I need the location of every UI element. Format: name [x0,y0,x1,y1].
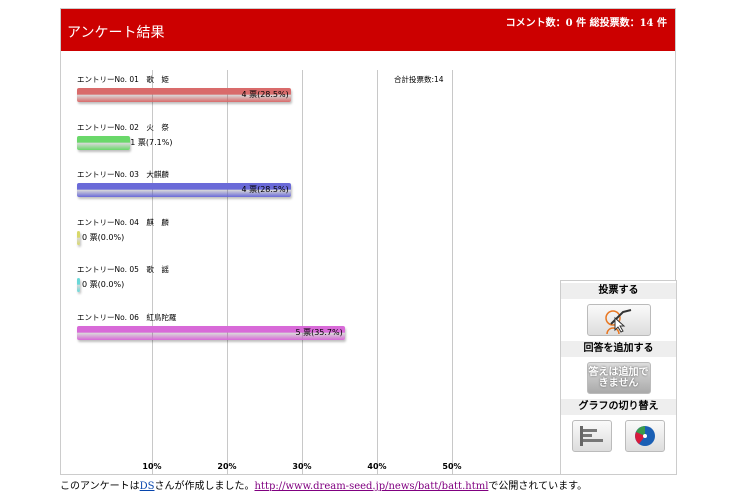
result-bar [77,135,131,150]
value-label: 4 票(28.5%) [241,90,289,99]
x-tick-label: 30% [292,462,312,471]
vote-heading: 投票する [561,283,676,299]
value-label: 0 票(0.0%) [82,280,125,289]
entry-label: エントリーNo. 02 火 祭 [77,122,169,132]
header-bar: アンケート結果 コメント数：0 件 総投票数：14 件 [61,9,675,51]
value-label: 0 票(0.0%) [82,232,125,242]
entry-label: エントリーNo. 03 大麒麟 [77,170,169,179]
entry-label: エントリーNo. 01 歌 姫 [77,75,169,84]
gridline [302,70,303,475]
action-panel: 投票する 回答を追加する 答えは追加できません グラフの切り替え [560,280,677,475]
vote-button[interactable] [586,304,651,336]
add-answer-heading: 回答を追加する [561,341,676,357]
entry-label: エントリーNo. 04 麒 麟 [77,217,169,227]
x-tick-label: 50% [442,462,462,471]
value-label: 1 票(7.1%) [130,137,173,147]
author-link[interactable]: DS [139,481,155,492]
gridline [452,70,453,475]
result-bar [77,183,291,197]
footer-text: で公開されています。 [488,481,588,492]
gridline [152,70,153,475]
add-answer-button[interactable]: 答えは追加できません [586,362,651,394]
entry-label: エントリーNo. 06 紅鳥陀羅 [77,312,177,322]
total-votes: 合計投票数:14 [394,75,444,84]
poll-stats: コメント数：0 件 総投票数：14 件 [505,18,667,29]
footer-text: このアンケートは [60,481,140,492]
pie-graph-button[interactable] [625,420,666,452]
bar-graph-button[interactable] [571,420,612,452]
bar-chart-icon [579,426,603,446]
graph-switch-heading: グラフの切り替え [561,399,676,415]
page-title: アンケート結果 [67,25,165,41]
gridline [377,70,378,475]
poll-url-link[interactable]: http://www.dream-seed.jp/news/batt/batt.… [254,481,489,492]
entry-label: エントリーNo. 05 歌 謡 [77,265,169,274]
pie-chart-icon [635,426,656,446]
x-tick-label: 40% [367,462,387,471]
x-tick-label: 20% [217,462,237,471]
result-bar [77,230,80,245]
result-bar [77,278,80,292]
footer: このアンケートはDSさんが作成しました。http://www.dream-see… [60,477,587,492]
x-tick-label: 10% [142,462,162,471]
footer-text: さんが作成しました。 [154,481,255,492]
value-label: 4 票(28.5%) [241,185,289,194]
result-bar [77,325,345,340]
result-bar [77,88,291,102]
vote-cursor-icon [604,309,631,334]
gridline [227,70,228,475]
value-label: 5 票(35.7%) [295,327,343,337]
poll-results-panel: アンケート結果 コメント数：0 件 総投票数：14 件 [60,8,676,475]
